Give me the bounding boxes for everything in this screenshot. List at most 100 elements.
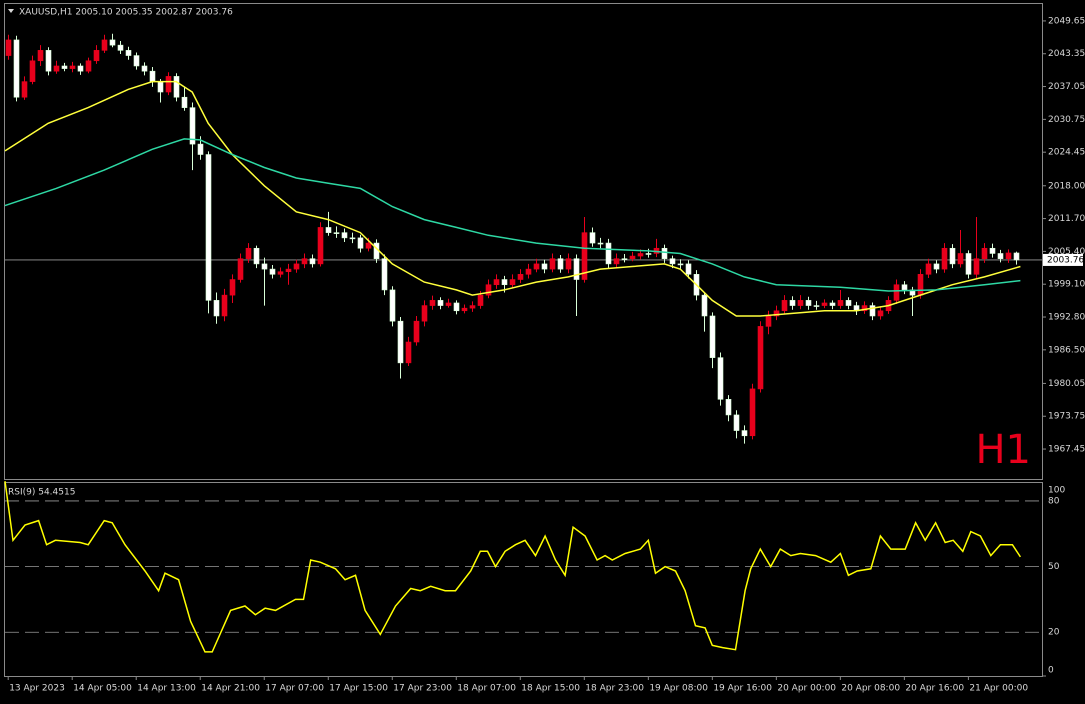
candle-body (149, 70, 156, 82)
last-price-box (1043, 253, 1083, 266)
candle-body (21, 81, 28, 98)
y-tick-label: 2005.40 (1048, 247, 1085, 257)
candle-body (229, 279, 236, 296)
y-tick-label: 1992.80 (1048, 313, 1085, 323)
rsi-tick-label: 20 (1048, 628, 1060, 638)
candle-body (597, 242, 604, 245)
candle-body (517, 274, 524, 280)
candle-body (709, 315, 716, 358)
candle-body (741, 430, 748, 437)
candle-body (989, 247, 996, 254)
candle-body (37, 50, 44, 62)
x-tick-label: 19 Apr 08:00 (649, 684, 708, 694)
candle-body (213, 300, 220, 317)
candle-body (829, 302, 836, 306)
x-tick-label: 19 Apr 16:00 (713, 684, 772, 694)
candle-body (557, 258, 564, 270)
candle-body (285, 268, 292, 273)
rsi-tick-label: 80 (1048, 496, 1060, 506)
price-panel (4, 3, 1043, 480)
candle-body (805, 300, 812, 306)
x-tick-label: 13 Apr 2023 (9, 684, 65, 694)
y-tick-label: 2018.00 (1048, 181, 1085, 191)
candle-body (965, 253, 972, 275)
candle-body (133, 55, 140, 67)
candle-body (717, 357, 724, 400)
x-tick-label: 20 Apr 08:00 (841, 684, 900, 694)
rsi-top-label: 100 (1048, 486, 1065, 496)
x-tick-label: 14 Apr 13:00 (137, 684, 196, 694)
candle-body (253, 247, 260, 265)
candle-body (629, 255, 636, 259)
candle-body (581, 232, 588, 280)
rsi-tick-label: 50 (1048, 562, 1060, 572)
x-tick-label: 14 Apr 21:00 (201, 684, 260, 694)
candle-body (549, 258, 556, 270)
candle-body (1005, 252, 1012, 259)
candle-body (477, 294, 484, 306)
candle-body (669, 258, 676, 265)
candle-body (197, 143, 204, 155)
candle-body (893, 284, 900, 301)
candle-body (293, 263, 300, 270)
candle-body (869, 305, 876, 317)
candle-body (645, 253, 652, 255)
candle-body (877, 310, 884, 317)
candle-body (661, 247, 668, 259)
x-tick-label: 17 Apr 07:00 (265, 684, 324, 694)
candle-body (437, 300, 444, 306)
candle-body (573, 258, 580, 280)
y-tick-label: 2049.65 (1048, 16, 1085, 26)
candle-body (421, 305, 428, 322)
moving-average (4, 80, 1021, 317)
candle-body (77, 65, 84, 72)
candle-body (1013, 252, 1020, 261)
x-tick-label: 14 Apr 05:00 (73, 684, 132, 694)
x-tick-label: 17 Apr 23:00 (393, 684, 452, 694)
candle-body (117, 44, 124, 51)
candle-body (701, 294, 708, 317)
candle-body (917, 274, 924, 296)
x-tick-label: 20 Apr 16:00 (905, 684, 964, 694)
candle-body (957, 253, 964, 265)
candle-body (493, 279, 500, 286)
candle-body (317, 227, 324, 265)
candle-body (61, 65, 68, 69)
candle-body (333, 232, 340, 234)
candle-body (589, 232, 596, 244)
candle-body (341, 232, 348, 239)
candle-body (533, 263, 540, 270)
candle-body (509, 279, 516, 286)
candle-body (749, 388, 756, 437)
candle-body (981, 247, 988, 259)
x-tick-label: 21 Apr 00:00 (969, 684, 1028, 694)
candle-body (357, 237, 364, 249)
candle-body (349, 237, 356, 240)
candle-body (837, 300, 844, 306)
candle-body (725, 399, 732, 416)
candle-body (189, 107, 196, 145)
candle-body (613, 258, 620, 265)
y-tick-label: 1986.50 (1048, 345, 1085, 355)
candle-body (413, 320, 420, 343)
candle-body (861, 305, 868, 312)
candle-body (685, 263, 692, 275)
candle-body (605, 242, 612, 265)
candle-body (237, 258, 244, 280)
candle-body (485, 284, 492, 296)
candle-body (309, 258, 316, 265)
candle-body (901, 284, 908, 291)
candle-body (261, 263, 268, 270)
candle-body (461, 307, 468, 312)
candle-body (389, 289, 396, 322)
candle-body (109, 39, 116, 46)
candle-body (773, 310, 780, 317)
candle-body (677, 263, 684, 266)
candle-body (5, 39, 12, 56)
y-tick-label: 2037.05 (1048, 82, 1085, 92)
candle-body (973, 258, 980, 275)
rsi-panel (4, 482, 1043, 677)
candle-body (181, 96, 188, 108)
menu-arrow[interactable] (8, 9, 14, 13)
